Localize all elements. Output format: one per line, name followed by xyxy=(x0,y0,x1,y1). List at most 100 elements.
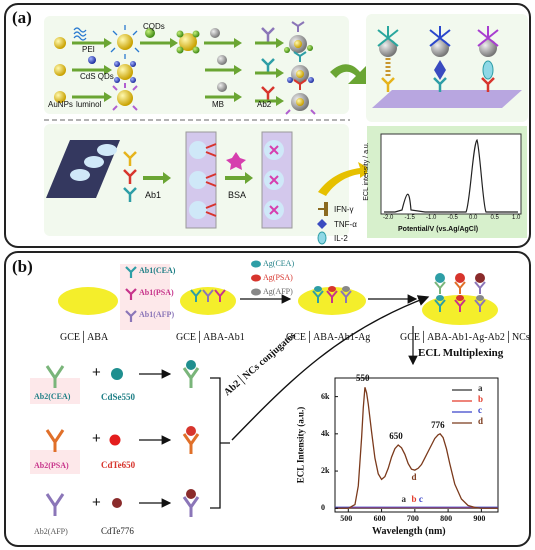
legend-label-a: a xyxy=(478,383,483,393)
mb-particle xyxy=(217,82,227,92)
legend-il-2: IL-2 xyxy=(334,234,348,243)
tnf-alpha-icon xyxy=(317,219,327,229)
ecl-plot-tick: -0.5 xyxy=(447,215,458,221)
ab2-icon xyxy=(261,27,275,42)
plus-sign-2: + xyxy=(92,430,101,447)
chart-frame xyxy=(334,377,499,513)
label-ab1-step: Ab1 xyxy=(145,190,162,200)
curve-label-d: d xyxy=(411,472,417,483)
bsa-blocked-electrode xyxy=(261,131,293,229)
x-tick-label: 600 xyxy=(373,514,386,523)
plus-sign-3: + xyxy=(92,494,101,511)
label-mb: MB xyxy=(212,100,224,109)
label-cqds: CQDs xyxy=(143,22,165,31)
legend-label-c: c xyxy=(478,405,482,415)
il-2-icon xyxy=(317,231,327,245)
chart-ylabel: ECL Intensity (a.u.) xyxy=(295,406,306,484)
ag-cea-label: Ag(CEA) xyxy=(263,259,295,268)
ecl-multiplexing-label: ECL Multiplexing xyxy=(418,347,504,359)
ab1-list-bg xyxy=(120,264,170,330)
curve-label-a: a xyxy=(401,494,407,505)
ab1-modified-electrode xyxy=(185,131,217,229)
y-tick-label: 2k xyxy=(321,466,330,476)
label-luminol: luminol xyxy=(76,100,102,109)
label-pei: PEI xyxy=(82,45,95,54)
probe-2-icon xyxy=(287,51,314,83)
ecl-curve xyxy=(384,138,518,213)
ab1-cea-label: Ab1(CEA) xyxy=(139,266,176,275)
ecl-plot-tick: -1.5 xyxy=(404,215,415,221)
peak-label: 550 xyxy=(355,373,370,384)
ab1-psa-icon xyxy=(125,288,137,300)
peak-label: 776 xyxy=(431,419,445,430)
legend-tnf-alpha: TNF-α xyxy=(334,220,357,229)
electrode-label-3: GCE│ABA-Ab1-Ag xyxy=(286,332,371,343)
legend-ifn-gamma: IFN-γ xyxy=(334,205,354,214)
ecl-plot-tick: 0.5 xyxy=(490,215,499,221)
conjugate-1-icon xyxy=(182,360,200,388)
aunp-particle xyxy=(54,91,66,103)
probe-3-icon xyxy=(285,79,316,115)
plus-sign-1: + xyxy=(92,364,101,381)
ecl-plot-tick: -2.0 xyxy=(383,215,394,221)
ab1-psa-label: Ab1(PSA) xyxy=(139,288,174,297)
y-tick-label: 4k xyxy=(321,428,330,438)
sandwich-complex-2 xyxy=(429,26,451,92)
yellow-curved-arrow xyxy=(318,162,372,196)
legend-label-b: b xyxy=(478,394,484,404)
label-cds-qds: CdS QDs xyxy=(80,72,114,81)
bsa-icon xyxy=(226,152,246,170)
cds-qd-particle xyxy=(88,56,96,64)
cdte650-particle xyxy=(109,434,121,446)
green-curved-arrow xyxy=(330,64,368,84)
ab1-afp-label: Ab1(AFP) xyxy=(139,310,175,319)
ab2-psa-bg xyxy=(30,450,80,474)
cqd-particle xyxy=(145,28,155,38)
ab1-afp-icon xyxy=(125,310,137,322)
legend-label-d: d xyxy=(478,416,484,426)
y-tick-label: 6k xyxy=(321,391,330,401)
ag-afp-label: Ag(AFP) xyxy=(263,287,293,296)
ab2-cea-label: Ab2(CEA) xyxy=(34,392,71,401)
y-tick-label: 0 xyxy=(321,503,325,513)
ab2-afp-label: Ab2(AFP) xyxy=(34,527,68,536)
pei-icon xyxy=(73,27,87,41)
curved-arrow-to-final xyxy=(231,295,430,441)
ecl-spectrum-chart xyxy=(334,377,499,513)
label-ab2: Ab2 xyxy=(257,100,272,109)
conjugate-2-icon xyxy=(182,426,200,454)
x-tick-label: 800 xyxy=(440,514,453,523)
sandwich-complex-1 xyxy=(377,26,399,92)
sandwich-complex-3 xyxy=(477,26,499,92)
ag-psa-label: Ag(PSA) xyxy=(263,273,293,282)
mb-particle xyxy=(217,55,227,65)
electrode-label-2: GCE│ABA-Ab1 xyxy=(176,332,245,343)
panel-b-label: (b) xyxy=(12,257,33,276)
ecl-plot-xlabel: Potential/V (vs.Ag/AgCl) xyxy=(398,226,479,233)
cdte776-particle xyxy=(112,498,122,508)
ab2-psa-label: Ab2(PSA) xyxy=(34,461,69,470)
ecl-plot-tick: 1.0 xyxy=(512,215,521,221)
ecl-plot-tick: 0.0 xyxy=(469,215,478,221)
cdte776-label: CdTe776 xyxy=(101,526,134,536)
ifn-gamma-icon xyxy=(318,202,328,216)
electrode-plate xyxy=(372,90,522,108)
cds-aunp-icon xyxy=(114,61,136,83)
luminol-aunp-icon xyxy=(112,83,138,111)
peak-label: 650 xyxy=(389,431,403,441)
aunp-particle xyxy=(54,64,66,76)
x-tick-label: 500 xyxy=(340,514,353,523)
panel-a-label: (a) xyxy=(12,8,32,27)
series-d-line xyxy=(335,387,498,509)
curve-label-c: c xyxy=(418,494,423,505)
mb-particle xyxy=(210,28,220,38)
label-bsa-step: BSA xyxy=(228,190,247,200)
probe-1-icon xyxy=(284,21,313,53)
electrode-label-4: GCE│ABA-Ab1-Ag-Ab2│NCs xyxy=(400,332,530,343)
ag-psa-icon xyxy=(251,274,261,282)
curve-label-b: b xyxy=(411,494,417,505)
ab1-cea-icon xyxy=(125,266,137,278)
electrode-label-1: GCE│ABA xyxy=(60,332,109,343)
